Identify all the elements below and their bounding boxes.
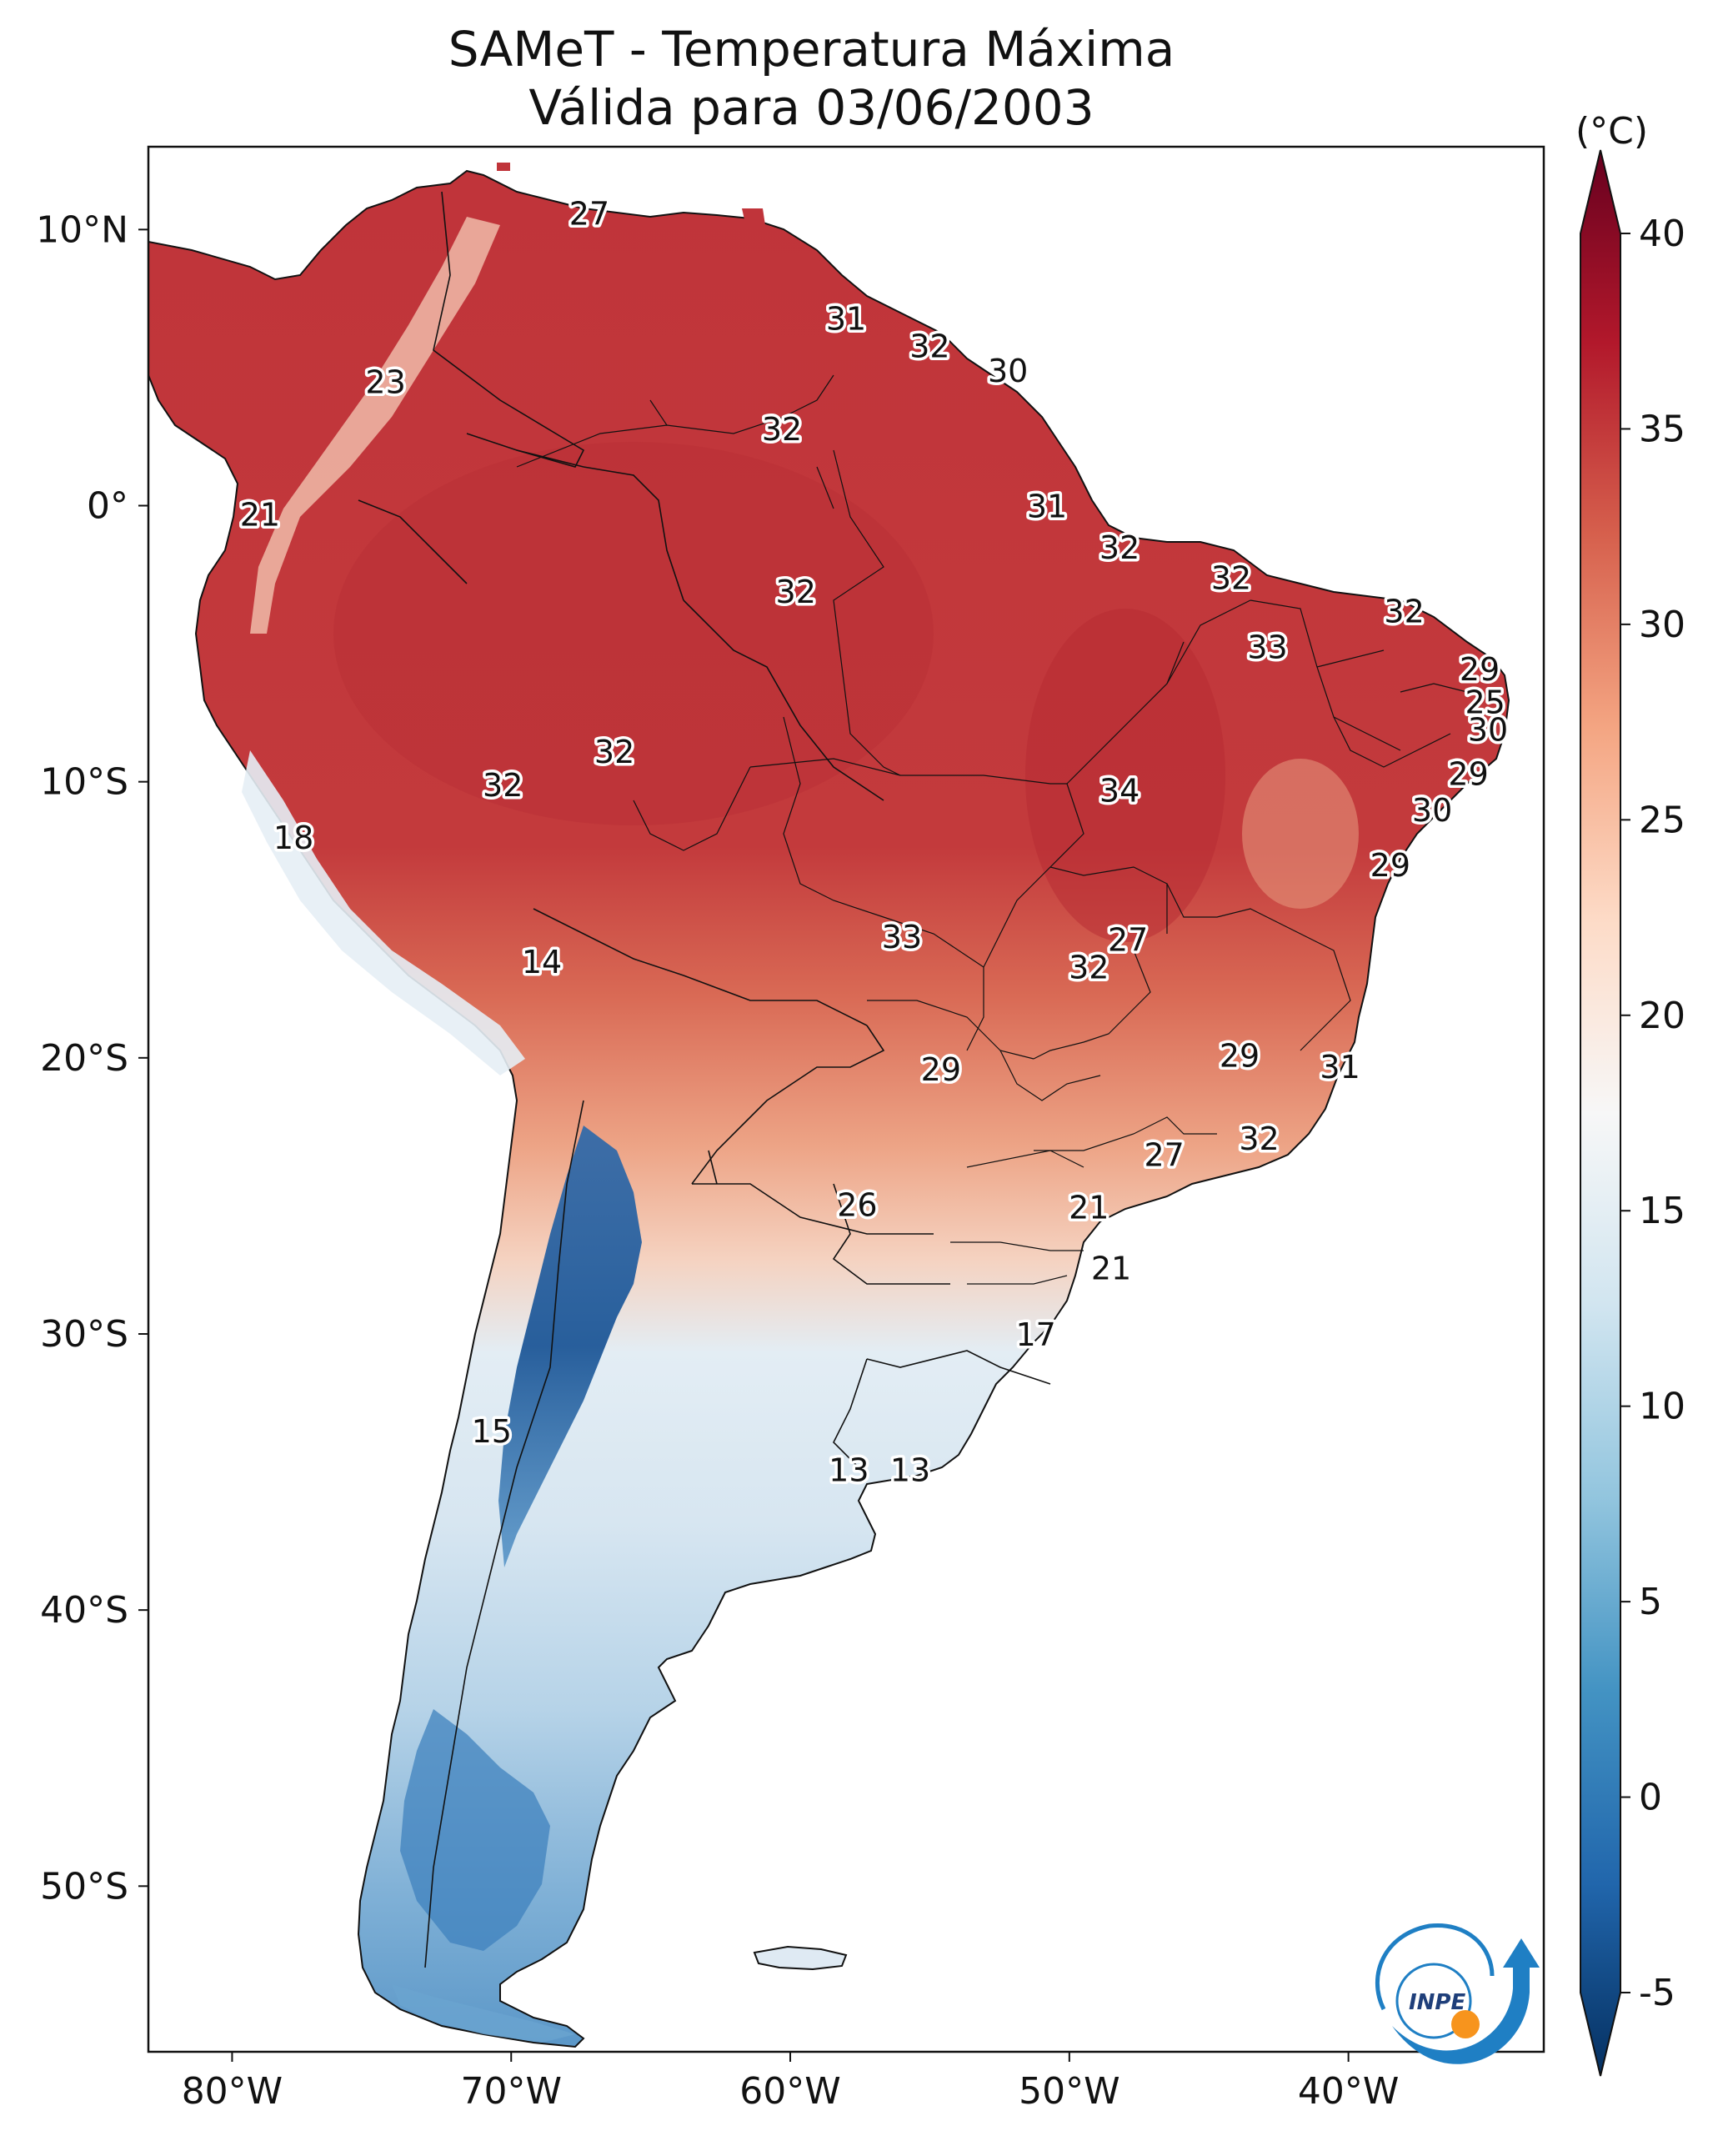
station-value-label: 17 (1015, 1316, 1055, 1353)
station-value-label: 23 (365, 364, 405, 400)
x-tick-label: 60°W (739, 2070, 841, 2113)
station-value-label: 32 (1069, 950, 1109, 986)
map-frame (147, 145, 1545, 2053)
station-value-label: 29 (1460, 651, 1500, 688)
colorbar-tick-label: 0 (1639, 1777, 1662, 1819)
station-value-label: 33 (882, 919, 922, 955)
y-tick-label: 50°S (40, 1865, 128, 1908)
y-tick-label: 30°S (40, 1313, 128, 1356)
station-value-label: 18 (273, 820, 313, 856)
station-value-label: 29 (1220, 1038, 1260, 1075)
station-value-label: 32 (1239, 1121, 1279, 1157)
station-value-label: 29 (1448, 756, 1488, 793)
country-borders (358, 191, 1051, 1968)
station-value-label: 21 (240, 496, 280, 533)
station-value-label: 33 (1247, 629, 1287, 665)
station-value-label: 32 (762, 411, 802, 448)
title-line-1: SAMeT - Temperatura Máxima (448, 21, 1175, 78)
station-value-label: 32 (483, 767, 523, 804)
colorbar-tick-label: 25 (1639, 799, 1685, 841)
colombian-andes-mild (250, 217, 500, 634)
x-tick-label: 80°W (182, 2070, 283, 2113)
colorbar-ticks: 40 35 30 25 20 15 10 5 0 -5 (1620, 213, 1685, 2014)
logo-ring (1395, 1963, 1472, 2039)
station-value-label: 29 (921, 1051, 961, 1088)
colorbar-tick-label: 10 (1639, 1386, 1685, 1428)
y-tick-label: 40°S (40, 1589, 128, 1632)
tierra-del-fuego-cold (392, 1984, 575, 2043)
station-value-label: 30 (1468, 712, 1508, 749)
station-value-label: 31 (1320, 1049, 1360, 1086)
colorbar-unit: (°C) (1575, 110, 1648, 153)
trinidad-island (742, 208, 765, 227)
station-value-label: 27 (1144, 1137, 1184, 1174)
logo-orange-dot (1451, 2010, 1480, 2038)
y-axis-ticks: 10°N 0° 10°S 20°S 30°S 40°S 50°S (36, 208, 148, 1908)
logo-text: INPE (1409, 1990, 1465, 2015)
state-borders (516, 374, 1468, 1285)
station-value-label: 31 (1027, 489, 1067, 525)
station-value-label: 27 (569, 195, 609, 232)
y-tick-label: 20°S (40, 1037, 128, 1080)
title-line-2: Válida para 03/06/2003 (528, 79, 1094, 136)
logo-arrow (1392, 1938, 1540, 2064)
station-value-label: 31 (826, 300, 866, 337)
station-value-label: 30 (988, 353, 1028, 389)
station-value-label: 32 (776, 574, 816, 610)
map-content (148, 163, 1510, 2048)
x-tick-label: 40°W (1298, 2070, 1400, 2113)
station-value-label: 21 (1069, 1190, 1109, 1226)
station-value-label: 32 (1099, 529, 1139, 566)
station-value-label: 13 (890, 1452, 930, 1488)
station-value-label: 15 (472, 1413, 512, 1450)
colorbar-tick-label: 20 (1639, 995, 1685, 1037)
logo-orbit-arc (1375, 1923, 1495, 2011)
station-value-label: 13 (829, 1452, 869, 1488)
andes-cold-band (498, 1126, 642, 1567)
colorbar-tick-label: 35 (1639, 408, 1685, 450)
colorbar-tick-label: 40 (1639, 213, 1685, 255)
colorbar-tick-label: 5 (1639, 1581, 1662, 1623)
station-value-label: 21 (1091, 1251, 1131, 1287)
station-value-label: 32 (1384, 593, 1424, 629)
station-value-label: 32 (594, 734, 634, 770)
x-axis-ticks: 80°W 70°W 60°W 50°W 40°W (182, 2052, 1400, 2113)
station-value-label: 29 (1370, 847, 1410, 884)
colorbar-body (1580, 149, 1621, 2077)
station-value-label: 34 (1099, 773, 1139, 810)
x-tick-label: 70°W (460, 2070, 562, 2113)
colorbar-tick-label: -5 (1639, 1972, 1675, 2014)
falkland-islands (753, 1945, 848, 1971)
inpe-logo: INPE (1375, 1923, 1540, 2064)
station-value-label: 30 (1412, 792, 1452, 829)
x-tick-label: 50°W (1019, 2070, 1120, 2113)
colorbar-tick-label: 15 (1639, 1190, 1685, 1232)
station-value-label: 27 (1108, 921, 1148, 958)
central-brazil-hot-core (1025, 609, 1225, 942)
station-value-label: 32 (1211, 560, 1251, 597)
y-tick-label: 0° (87, 485, 128, 528)
patagonia-cold-band (400, 1709, 550, 1951)
y-tick-label: 10°S (40, 761, 128, 804)
station-value-label: 25 (1465, 684, 1505, 721)
station-value-label: 14 (522, 944, 562, 980)
northeast-interior-mild (1242, 759, 1359, 909)
colorbar-tick-label: 30 (1639, 604, 1685, 646)
caribbean-island (497, 163, 510, 171)
peru-coast-cool (242, 750, 525, 1075)
amazon-hot-core (333, 442, 934, 825)
colorbar: (°C) 40 35 30 25 20 15 10 5 0 -5 (1575, 110, 1685, 2077)
station-value-label: 26 (837, 1186, 877, 1223)
station-value-label: 32 (909, 328, 949, 364)
y-tick-label: 10°N (36, 208, 128, 251)
